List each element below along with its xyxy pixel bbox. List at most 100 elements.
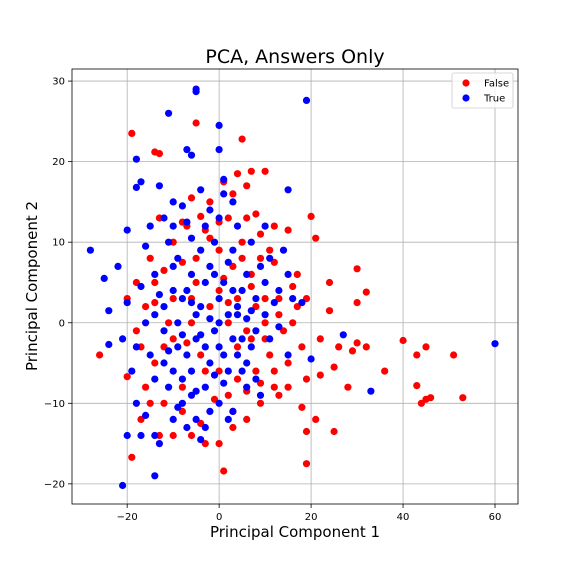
data-point-false xyxy=(247,167,255,175)
data-point-false xyxy=(293,270,301,278)
data-point-true xyxy=(160,303,168,311)
data-point-false xyxy=(298,343,306,351)
data-point-false xyxy=(289,319,297,327)
data-point-true xyxy=(307,355,315,363)
y-axis-label: Principal Component 2 xyxy=(23,201,41,371)
data-point-false xyxy=(362,343,370,351)
data-point-false xyxy=(302,460,311,468)
data-point-false xyxy=(344,383,352,391)
data-point-true xyxy=(187,367,196,375)
data-point-false xyxy=(238,238,246,246)
data-point-false xyxy=(146,254,154,262)
data-point-false xyxy=(224,299,232,307)
data-point-false xyxy=(302,375,311,383)
data-point-true xyxy=(165,109,173,117)
data-point-false xyxy=(256,230,265,238)
data-point-true xyxy=(174,319,182,327)
data-point-false xyxy=(229,262,237,270)
data-point-true xyxy=(266,254,274,262)
data-point-false xyxy=(243,327,251,335)
data-point-true xyxy=(210,371,219,379)
data-point-true xyxy=(302,96,311,104)
data-point-false xyxy=(238,135,246,143)
data-point-false xyxy=(252,303,260,311)
data-point-false xyxy=(215,246,223,254)
data-point-true xyxy=(367,387,375,395)
data-point-true xyxy=(215,319,223,327)
data-point-true xyxy=(132,343,140,351)
data-point-true xyxy=(192,335,200,343)
data-point-true xyxy=(183,146,191,154)
legend-marker-false xyxy=(462,79,470,87)
grid-lines xyxy=(72,69,518,504)
data-point-true xyxy=(229,407,237,415)
data-point-true xyxy=(123,226,131,234)
data-point-false xyxy=(146,399,154,407)
data-point-false xyxy=(422,343,430,351)
data-point-true xyxy=(201,423,209,432)
data-point-false xyxy=(229,190,237,198)
data-point-true xyxy=(174,403,182,411)
data-point-false xyxy=(206,198,214,206)
x-axis-ticks: −20 0 20 40 60 xyxy=(117,504,501,523)
data-point-true xyxy=(206,206,214,214)
data-point-true xyxy=(183,286,191,295)
data-point-false xyxy=(256,399,265,407)
data-point-true xyxy=(187,151,196,159)
data-point-false xyxy=(197,351,205,359)
data-point-true xyxy=(206,359,214,367)
data-point-false xyxy=(233,295,242,303)
data-point-false xyxy=(325,278,334,287)
data-point-false xyxy=(353,265,361,273)
data-point-true xyxy=(151,375,159,383)
data-point-false xyxy=(307,212,315,220)
x-tick-label: 40 xyxy=(397,512,410,523)
data-point-true xyxy=(178,375,186,383)
data-point-true xyxy=(192,415,200,423)
data-point-true xyxy=(137,431,145,440)
data-point-true xyxy=(123,431,131,440)
data-point-true xyxy=(256,262,265,270)
data-point-true xyxy=(284,270,292,278)
data-point-true xyxy=(151,270,159,278)
data-point-true xyxy=(100,274,108,282)
data-point-false xyxy=(224,214,232,222)
data-point-true xyxy=(275,323,283,331)
data-point-true xyxy=(165,383,173,391)
data-point-true xyxy=(256,391,265,399)
data-point-false xyxy=(243,415,251,423)
data-point-true xyxy=(247,307,255,315)
data-point-false xyxy=(330,427,338,436)
data-point-true xyxy=(169,286,177,295)
y-tick-label: 20 xyxy=(52,157,65,168)
data-point-false xyxy=(187,431,196,440)
data-point-true xyxy=(261,311,269,319)
data-point-true xyxy=(114,262,122,270)
data-point-false xyxy=(215,440,223,448)
data-point-true xyxy=(86,246,94,254)
data-point-false xyxy=(413,351,421,359)
data-point-true xyxy=(233,303,242,311)
data-point-false xyxy=(206,303,214,311)
data-point-true xyxy=(192,387,200,395)
data-point-false xyxy=(160,266,168,274)
data-point-true xyxy=(178,295,186,303)
data-point-true xyxy=(339,331,347,339)
x-axis-label: Principal Component 1 xyxy=(210,523,380,541)
data-point-true xyxy=(174,254,182,262)
data-point-true xyxy=(197,186,205,194)
data-point-true xyxy=(229,286,237,295)
data-point-true xyxy=(197,436,205,444)
data-point-false xyxy=(362,288,370,296)
data-point-true xyxy=(165,238,173,246)
data-point-false xyxy=(413,382,421,390)
data-point-true xyxy=(279,246,288,254)
data-point-true xyxy=(169,262,177,270)
data-point-true xyxy=(178,331,186,339)
data-point-true xyxy=(201,222,209,230)
y-tick-label: 0 xyxy=(59,318,65,329)
data-point-true xyxy=(137,282,145,291)
data-point-true xyxy=(215,121,223,129)
data-point-true xyxy=(491,340,499,348)
data-point-false xyxy=(169,295,177,303)
